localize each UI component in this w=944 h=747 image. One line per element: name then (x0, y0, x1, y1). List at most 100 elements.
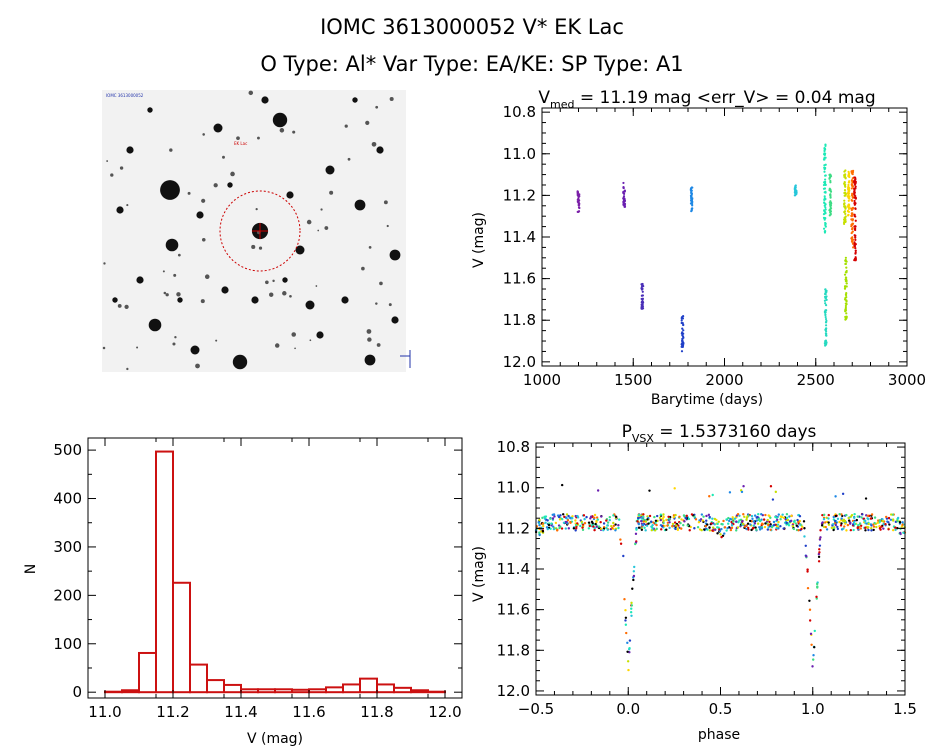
phased-point (780, 515, 783, 519)
phased-point (760, 527, 763, 530)
lightcurve-point (853, 241, 856, 244)
phased-point (617, 524, 620, 527)
phased-point (595, 525, 598, 528)
finder-star (148, 318, 162, 332)
phased-point (846, 523, 850, 527)
phased-title-sub: VSX (632, 432, 655, 445)
histogram-bar (257, 688, 276, 694)
phased-point (551, 517, 555, 520)
lightcurve-point (844, 262, 848, 266)
finder-faint-star (169, 148, 173, 152)
phased-point (640, 517, 643, 520)
lightcurve-point (680, 321, 683, 325)
lightcurve-points (576, 143, 857, 353)
phased-point (698, 519, 701, 522)
phased-point (614, 523, 617, 526)
phased-point (822, 513, 826, 517)
y-tick-label: 12.0 (497, 682, 530, 700)
phased-point (806, 570, 809, 573)
lightcurve-point (824, 315, 827, 319)
lightcurve-point (828, 214, 831, 217)
phased-point (564, 527, 568, 530)
phased-point (614, 515, 618, 519)
phased-point (795, 524, 798, 527)
phased-point (884, 522, 887, 526)
phased-point (626, 641, 629, 645)
histogram-bar (376, 683, 395, 694)
phased-point (567, 514, 570, 518)
phased-point (834, 523, 838, 527)
phased-point (854, 522, 857, 526)
lightcurve-point (844, 220, 847, 223)
lightcurve-plot: Vmed = 11.19 mag <err_V> = 0.04 mag 1000… (471, 88, 926, 408)
phased-point (727, 522, 730, 525)
phased-point (698, 528, 702, 531)
phased-point (623, 598, 626, 601)
phased-point (662, 513, 665, 516)
phased-point (556, 528, 559, 532)
finder-faint-star (315, 285, 318, 287)
phased-point (606, 528, 609, 532)
phased-point (630, 607, 633, 610)
finder-faint-star (201, 198, 206, 203)
phased-point (630, 601, 633, 605)
lightcurve-point (845, 303, 848, 306)
phased-point (644, 529, 647, 532)
phased-point (819, 536, 822, 539)
phased-point (574, 523, 578, 527)
phased-point (626, 650, 629, 653)
phased-point (537, 521, 540, 524)
phased-point (775, 527, 778, 530)
lightcurve-point (843, 222, 846, 225)
lightcurve-point (853, 244, 856, 248)
lightcurve-point (844, 285, 847, 288)
phased-point (880, 525, 883, 528)
y-tick-label: 400 (53, 490, 82, 508)
phased-point (729, 528, 733, 532)
phased-point (887, 516, 891, 520)
lightcurve-point (850, 187, 853, 190)
phased-point (642, 513, 645, 516)
y-tick-label: 300 (53, 538, 82, 556)
phased-point (636, 516, 640, 520)
lightcurve-point (847, 172, 851, 175)
phased-point (632, 578, 635, 582)
phased-point (581, 528, 585, 532)
lightcurve-point (690, 200, 694, 203)
phased-point (898, 521, 902, 524)
lightcurve-point (823, 201, 826, 204)
lightcurve-point (848, 203, 851, 207)
phased-point (838, 513, 841, 516)
phased-point (560, 527, 564, 530)
finder-star (286, 191, 294, 199)
phased-point (750, 514, 754, 518)
lightcurve-point (824, 191, 827, 194)
histogram-axes: 11.0 11.2 11.4 11.6 11.8 12.0 0 100 200 300 400 500 (53, 437, 463, 721)
lightcurve-point (824, 302, 827, 305)
phased-point (539, 530, 543, 533)
lightcurve-point (823, 231, 827, 234)
phased-point (764, 513, 767, 517)
y-tick-label: 12.0 (503, 353, 536, 371)
lightcurve-point (843, 181, 846, 184)
phased-point (642, 518, 645, 521)
lightcurve-point (844, 218, 847, 221)
finder-faint-star (255, 208, 258, 211)
lightcurve-point (853, 201, 856, 205)
finder-faint-star (187, 191, 191, 195)
phased-point (869, 523, 873, 526)
phased-point (820, 524, 824, 527)
lightcurve-point (843, 210, 846, 214)
finder-star (364, 354, 376, 366)
phased-point (617, 526, 620, 530)
finder-faint-star (375, 302, 378, 305)
lightcurve-point (824, 296, 827, 299)
phased-point (753, 514, 757, 517)
finder-faint-star (236, 136, 240, 141)
phased-point (845, 513, 848, 517)
lightcurve-point (844, 177, 847, 180)
phased-point (690, 513, 694, 516)
y-tick-label: 100 (53, 635, 82, 653)
lightcurve-point (623, 189, 626, 192)
